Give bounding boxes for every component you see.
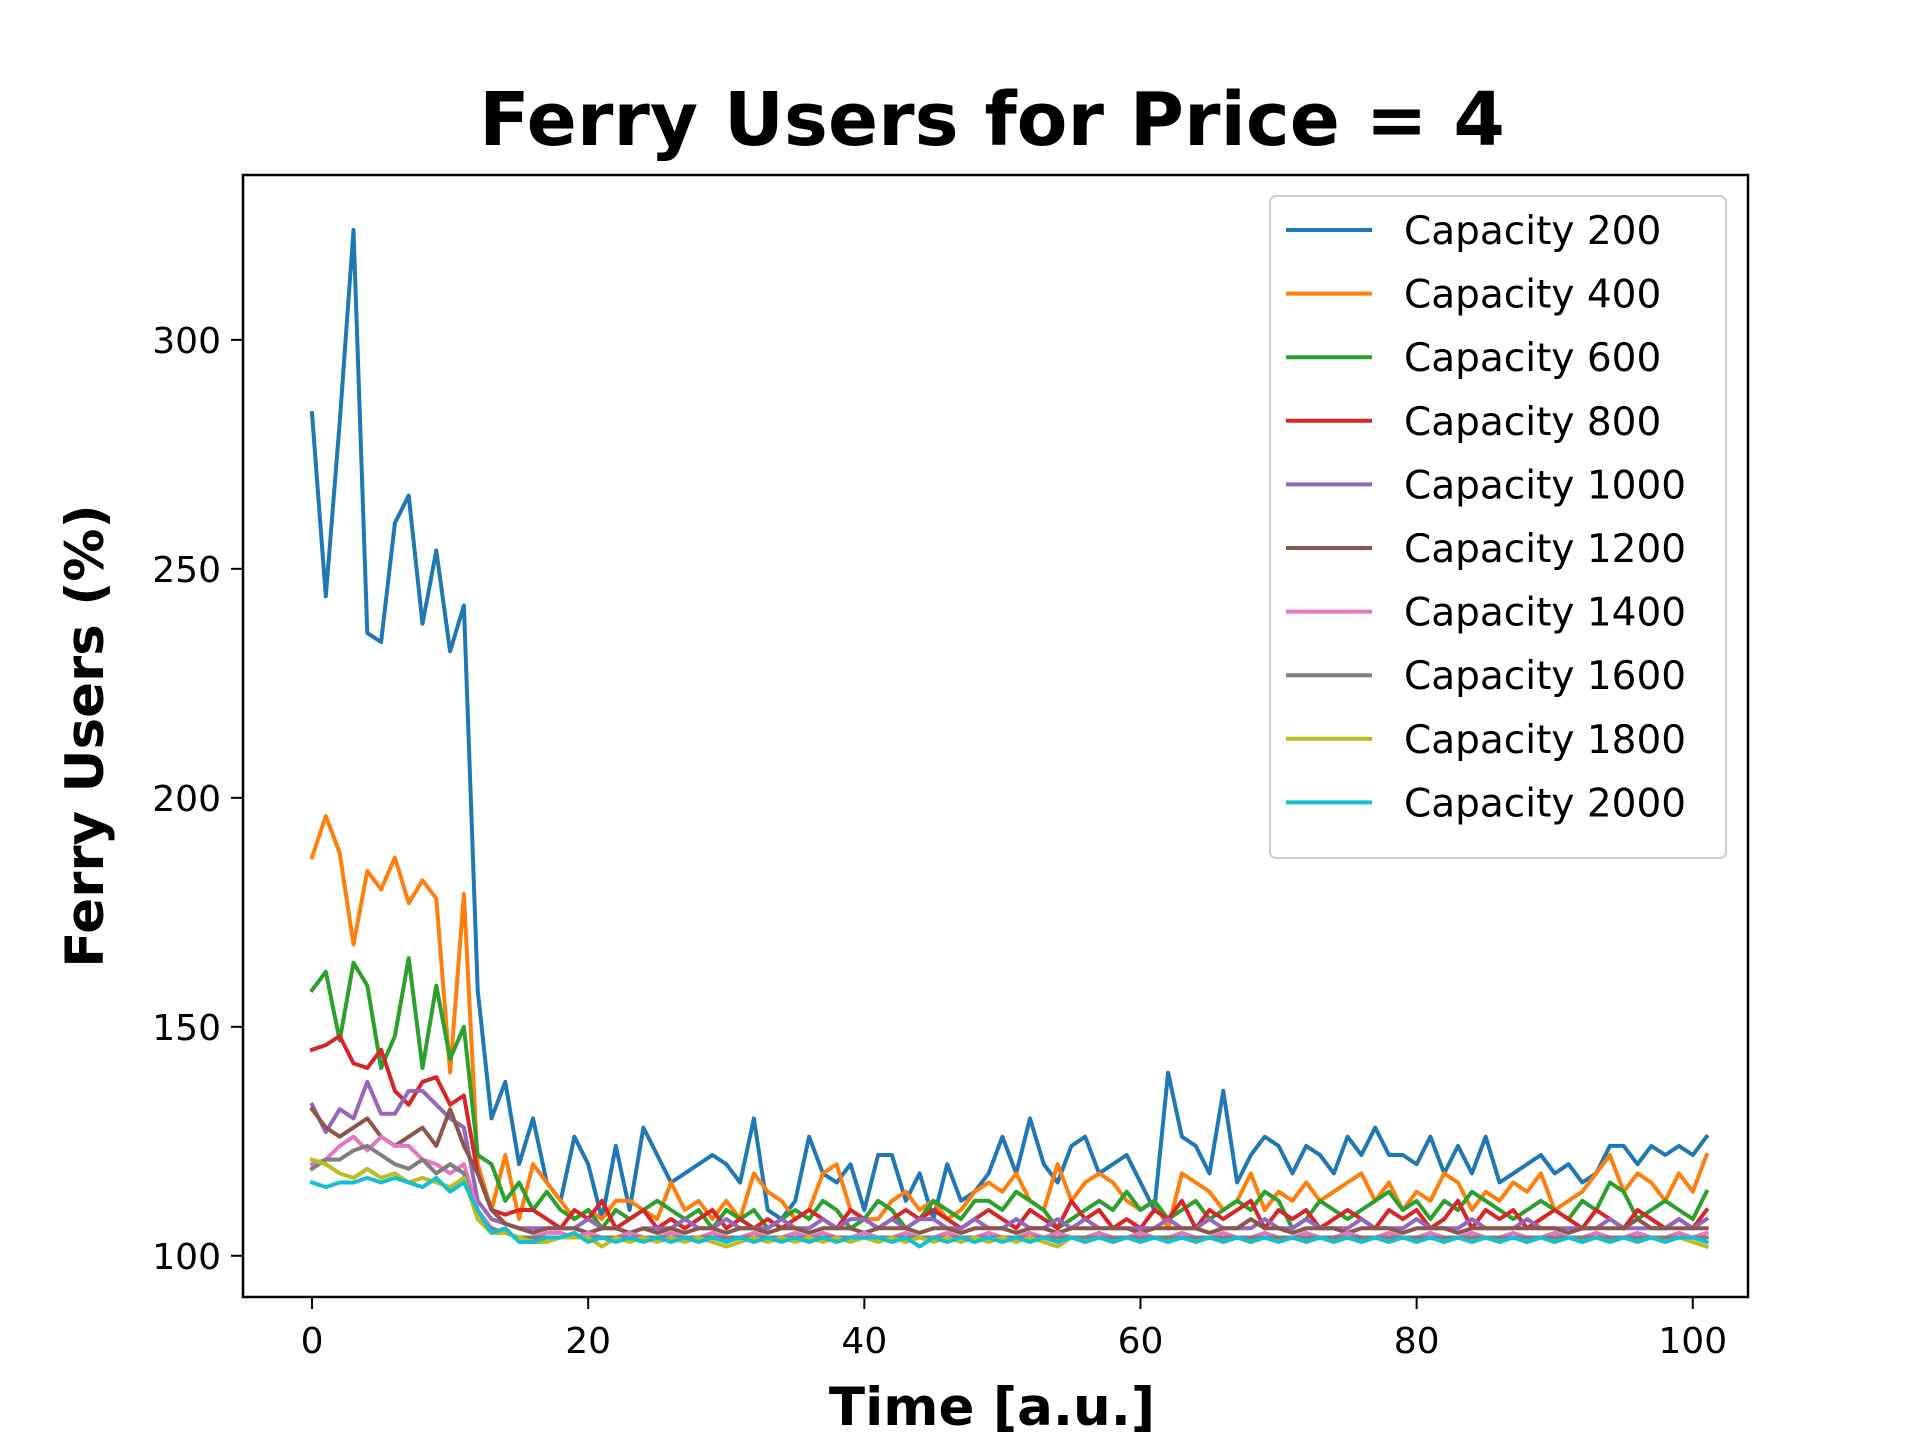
chart-title: Ferry Users for Price = 4 xyxy=(479,77,1505,163)
legend-label-2: Capacity 600 xyxy=(1404,336,1661,381)
legend-label-5: Capacity 1200 xyxy=(1404,527,1686,572)
y-tick-label-0: 100 xyxy=(152,1237,221,1278)
legend-label-8: Capacity 1800 xyxy=(1404,718,1686,763)
series-line-2 xyxy=(309,956,1710,1231)
x-tick-label-2: 40 xyxy=(841,1321,887,1362)
legend-label-1: Capacity 400 xyxy=(1404,273,1661,318)
legend-label-9: Capacity 2000 xyxy=(1404,781,1686,826)
series-line-0 xyxy=(309,228,1710,1222)
legend-box xyxy=(1269,195,1727,859)
plot-frame xyxy=(241,173,1750,1299)
series-line-9 xyxy=(309,1175,1710,1249)
legend-label-6: Capacity 1400 xyxy=(1404,591,1686,636)
y-axis: 100 150 200 250 300 xyxy=(152,321,243,1278)
plot-series-group xyxy=(309,228,1710,1250)
x-tick-label-0: 0 xyxy=(301,1321,324,1362)
legend: Capacity 200 Capacity 400 Capacity 600 Capa… xyxy=(1269,195,1727,859)
x-tick-label-3: 60 xyxy=(1118,1321,1164,1362)
y-tick-label-2: 200 xyxy=(152,779,221,820)
y-tick-label-4: 300 xyxy=(152,321,221,362)
y-tick-label-3: 250 xyxy=(152,550,221,591)
legend-label-3: Capacity 800 xyxy=(1404,400,1661,445)
legend-label-0: Capacity 200 xyxy=(1404,209,1661,254)
x-axis: 0 20 40 60 80 100 xyxy=(301,1297,1727,1362)
legend-label-4: Capacity 1000 xyxy=(1404,463,1686,508)
legend-label-7: Capacity 1600 xyxy=(1404,654,1686,699)
series-line-5 xyxy=(309,1106,1709,1235)
y-axis-label: Ferry Users (%) xyxy=(55,504,116,968)
series-line-1 xyxy=(309,814,1710,1231)
x-tick-label-1: 20 xyxy=(565,1321,611,1362)
y-tick-label-1: 150 xyxy=(152,1008,221,1049)
x-tick-label-4: 80 xyxy=(1394,1321,1440,1362)
x-tick-label-5: 100 xyxy=(1658,1321,1727,1362)
x-axis-label: Time [a.u.] xyxy=(829,1377,1155,1438)
